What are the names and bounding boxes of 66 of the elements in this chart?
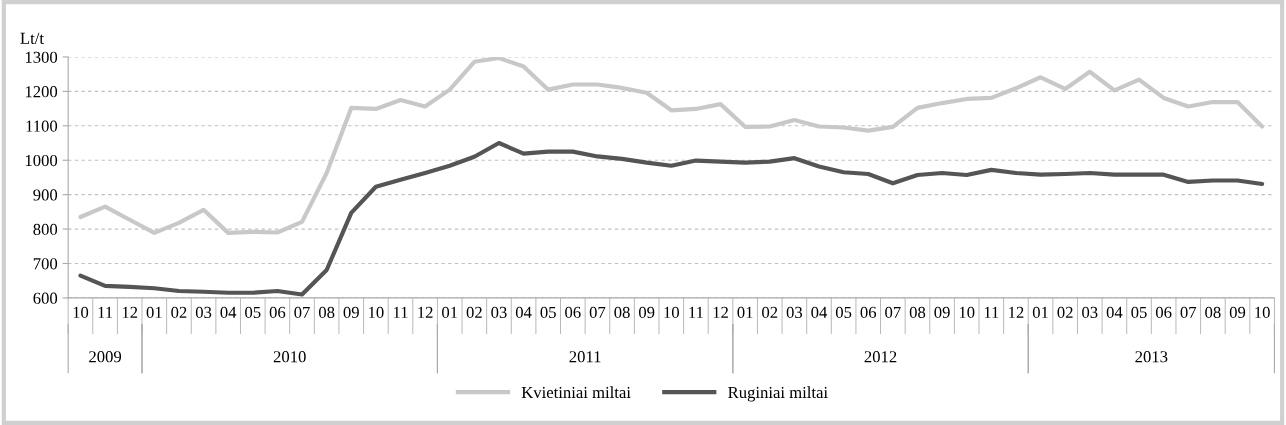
- y-tick-label: 1100: [26, 120, 58, 132]
- x-tick-label: 10: [73, 306, 89, 318]
- x-tick-label: 03: [491, 306, 507, 318]
- y-tick-label: 1300: [25, 51, 58, 63]
- x-tick-label: 04: [811, 306, 828, 318]
- text: 2010: [273, 351, 306, 363]
- x-tick-label: 03: [786, 306, 803, 318]
- x-tick-label: 12: [1009, 306, 1024, 318]
- x-tick-label: 11: [98, 306, 113, 318]
- line-series: [78, 140, 1265, 297]
- x-tick-label: 05: [1131, 306, 1147, 318]
- x-tick-label: 08: [614, 306, 630, 318]
- x-tick-label: 04: [1106, 306, 1123, 318]
- x-tick-label: 02: [466, 306, 482, 318]
- x-tick-label: 05: [540, 306, 556, 318]
- x-tick-label: 08: [909, 306, 926, 318]
- x-tick-label: 06: [1155, 306, 1172, 318]
- x-tick-label: 09: [1229, 306, 1246, 318]
- x-tick-label: 10: [1255, 306, 1270, 318]
- text: 2009: [89, 351, 122, 363]
- x-tick-label: 10: [959, 306, 975, 318]
- x-tick-label: 12: [122, 306, 138, 318]
- y-tick-label: 1200: [25, 86, 58, 98]
- y-tick-label: 700: [33, 258, 58, 270]
- y-tick-label: 900: [33, 189, 58, 201]
- x-tick-label: 09: [934, 306, 950, 318]
- x-tick-label: 12: [713, 306, 728, 318]
- x-tick-label: 04: [515, 306, 532, 318]
- x-tick-label: 03: [195, 306, 212, 318]
- x-tick-label: 02: [762, 306, 778, 318]
- x-tick-label: 08: [318, 306, 335, 318]
- y-tick-label: 1000: [25, 154, 58, 167]
- text: 2013: [1135, 351, 1168, 363]
- x-tick-label: 11: [689, 306, 703, 318]
- x-tick-label: 01: [1032, 306, 1048, 318]
- x-tick-label: 06: [565, 306, 581, 318]
- x-tick-label: 07: [589, 306, 606, 318]
- x-tick-label: 11: [984, 306, 999, 318]
- x-tick-label: 12: [418, 306, 433, 318]
- x-tick-label: 05: [245, 306, 261, 318]
- x-tick-label: 10: [664, 306, 679, 318]
- x-tick-label: 08: [1205, 306, 1221, 318]
- x-tick-label: 07: [885, 306, 901, 318]
- x-tick-label: 11: [393, 306, 408, 318]
- x-tick-label: 06: [860, 306, 877, 318]
- x-tick-label: 09: [638, 306, 655, 318]
- x-tick-label: 03: [1082, 306, 1098, 318]
- legend-label: Kvietiniai miltai: [521, 386, 631, 399]
- x-tick-label: 01: [442, 306, 458, 318]
- x-tick-label: 04: [220, 306, 237, 318]
- text: 2012: [864, 351, 897, 363]
- x-tick-label: 07: [1180, 306, 1197, 318]
- legend-label: Ruginiai miltai: [728, 386, 828, 402]
- x-tick-label: 02: [1057, 306, 1073, 318]
- x-tick-label: 05: [835, 306, 852, 318]
- text: 2011: [569, 351, 601, 363]
- x-tick-label: 01: [737, 306, 753, 318]
- x-tick-label: 07: [294, 306, 310, 318]
- y-tick-label: 600: [33, 292, 58, 304]
- x-tick-label: 02: [171, 306, 187, 318]
- x-tick-label: 06: [269, 306, 286, 318]
- x-tick-label: 09: [343, 306, 359, 318]
- x-tick-label: 10: [369, 306, 384, 318]
- x-tick-label: 01: [146, 306, 162, 318]
- y-tick-label: 800: [33, 223, 58, 236]
- y-axis-title: Lt/t: [20, 32, 44, 44]
